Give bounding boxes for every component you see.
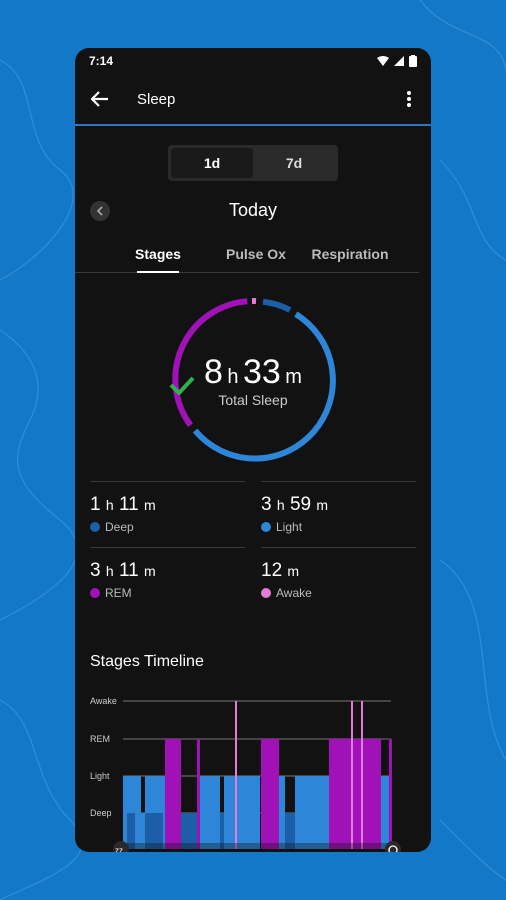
timeline-chart: Awake REM Light Deep	[90, 696, 401, 852]
svg-text:zz: zz	[115, 846, 123, 852]
ring-center: 8 h 33 m Total Sleep	[75, 353, 431, 412]
back-button[interactable]	[87, 86, 113, 112]
status-bar: 7:14	[75, 48, 431, 74]
light-dot	[261, 522, 271, 532]
wifi-icon	[377, 56, 389, 66]
chevron-left-icon	[96, 206, 103, 216]
total-minutes: 33	[243, 353, 281, 391]
awake-dot	[261, 588, 271, 598]
previous-day-button[interactable]	[90, 201, 110, 221]
tab-respiration[interactable]: Respiration	[311, 245, 389, 262]
status-time: 7:14	[89, 54, 114, 68]
stat-light: 3 h 59 m Light	[261, 481, 416, 547]
ring-segment-rem	[172, 298, 248, 427]
battery-icon	[409, 55, 417, 67]
minutes-unit: m	[285, 366, 302, 388]
app-bar: Sleep	[75, 74, 431, 126]
deep-dot	[90, 522, 100, 532]
date-label: Today	[228, 200, 278, 220]
range-7d[interactable]: 7d	[285, 155, 303, 171]
stat-deep: 1 h 11 m Deep	[90, 481, 245, 547]
page-title: Sleep	[137, 90, 176, 108]
total-hours: 8	[204, 353, 223, 391]
more-options-button[interactable]	[399, 86, 419, 112]
hours-unit: h	[227, 366, 239, 388]
phone-screen: 7:14 Sleep 1d 7d Today Stages Pulse Ox R…	[75, 48, 431, 852]
ring-segment-deep	[262, 298, 292, 313]
more-vertical-icon	[407, 91, 411, 107]
ring-segment-light	[192, 311, 336, 462]
sleep-start-icon	[113, 841, 129, 852]
timeline-title: Stages Timeline	[90, 653, 204, 670]
total-sleep-ring: 8 h 33 m Total Sleep	[75, 273, 431, 469]
tab-pulse-ox[interactable]: Pulse Ox	[226, 245, 286, 262]
range-selector: 1d 7d	[168, 145, 338, 181]
stages-timeline: Awake REM Light Deep	[75, 685, 431, 852]
level-rem: REM	[90, 734, 110, 744]
rem-dot	[90, 588, 100, 598]
stat-rem: 3 h 11 m REM	[90, 547, 245, 613]
level-deep: Deep	[90, 808, 112, 818]
total-sleep-label: Total Sleep	[218, 392, 288, 408]
tab-bar: Stages Pulse Ox Respiration	[75, 235, 419, 273]
arrow-left-icon	[91, 91, 108, 107]
stat-awake: 12 m Awake	[261, 547, 416, 613]
date-navigator: Today	[75, 193, 431, 233]
signal-icon	[394, 56, 404, 66]
stage-stats: 1 h 11 m Deep 3 h 59 m Light 3 h 11 m RE…	[90, 481, 416, 613]
sleep-stage-ring	[172, 297, 336, 462]
tab-stages[interactable]: Stages	[135, 235, 181, 273]
level-awake: Awake	[90, 696, 117, 706]
range-1d[interactable]: 1d	[171, 148, 253, 178]
level-light: Light	[90, 771, 110, 781]
